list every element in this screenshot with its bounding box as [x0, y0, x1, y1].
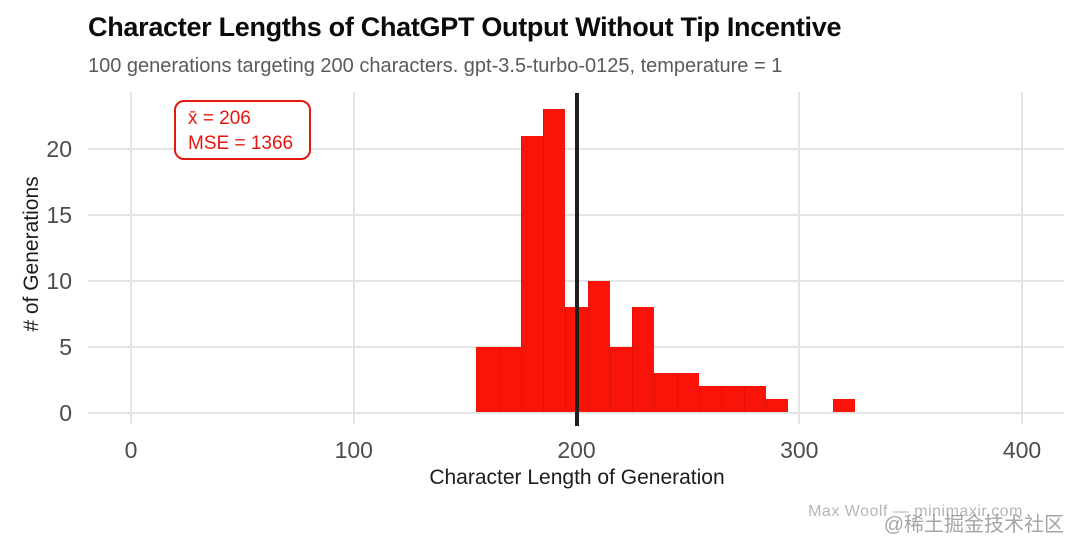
histogram-bar	[520, 135, 544, 413]
y-axis-title: # of Generations	[20, 176, 43, 332]
histogram-bar	[476, 346, 499, 413]
histogram-bar	[654, 372, 677, 413]
x-axis-title: Character Length of Generation	[429, 466, 725, 489]
juejin-watermark: @稀土掘金技术社区	[883, 514, 1064, 536]
x-tick-label: 100	[334, 437, 373, 463]
histogram-bar	[498, 346, 521, 413]
chart-subtitle: 100 generations targeting 200 characters…	[88, 55, 783, 77]
chart-title: Character Lengths of ChatGPT Output With…	[88, 12, 842, 42]
x-tick-label: 400	[1002, 437, 1042, 463]
histogram-bar	[609, 346, 633, 413]
histogram-bar	[832, 399, 855, 413]
x-tick-label: 0	[124, 437, 138, 463]
histogram-bar	[632, 307, 655, 413]
y-tick-label: 15	[46, 201, 72, 228]
y-tick-label: 10	[46, 267, 72, 294]
histogram-bar	[743, 386, 766, 413]
target-line	[574, 93, 579, 426]
histogram-bar	[587, 280, 610, 413]
y-tick-label: 0	[59, 399, 72, 426]
stats-annotation-box: x̄ = 206 MSE = 1366	[174, 100, 311, 160]
x-gridline	[1021, 92, 1023, 424]
histogram-bar	[699, 386, 722, 413]
y-tick-label: 20	[46, 135, 72, 162]
x-tick-label: 300	[780, 437, 819, 463]
histogram-bar	[543, 109, 566, 413]
histogram-bar	[765, 399, 789, 413]
y-tick-label: 5	[59, 333, 72, 360]
mse-annotation: MSE = 1366	[188, 133, 294, 154]
x-gridline	[798, 92, 801, 424]
x-gridline	[352, 92, 355, 424]
histogram-bar	[721, 386, 744, 413]
histogram-bar	[676, 372, 699, 413]
x-gridline	[130, 92, 132, 424]
author-credit: Max Woolf — minimaxir.com	[808, 503, 1023, 520]
x-tick-label: 200	[557, 437, 596, 463]
mean-annotation: x̄ = 206	[188, 108, 251, 129]
